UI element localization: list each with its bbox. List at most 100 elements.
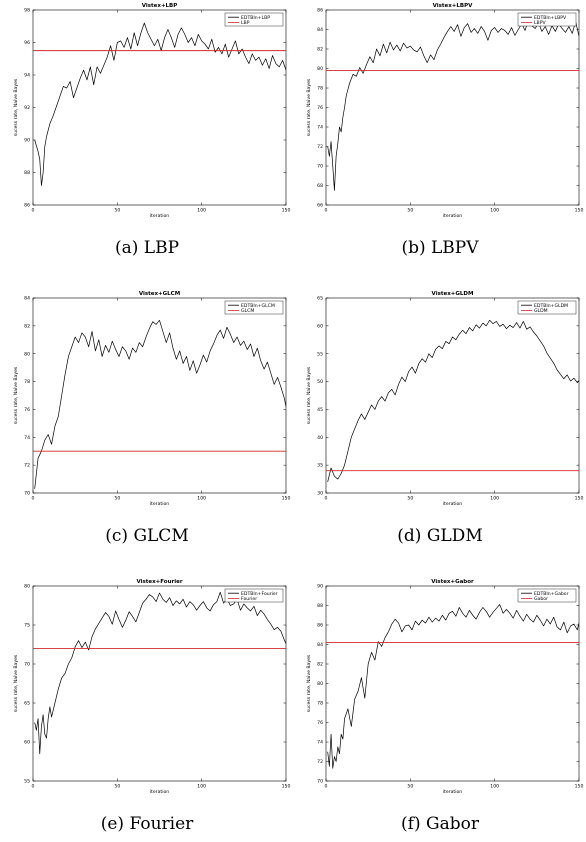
y-tick-label: 74 (317, 125, 323, 131)
series-group (326, 319, 579, 482)
plot-frame (32, 297, 287, 494)
y-tick-label: 30 (317, 491, 323, 497)
x-tick-label: 50 (407, 496, 413, 502)
chart-title: Vistex+LBPV (433, 3, 474, 9)
caption-gabor: (f) Gabor (401, 814, 479, 834)
plot-frame (325, 297, 580, 494)
chart-glcm: Vistex+GLCM 70 72 74 76 78 80 82 84 0 50 100 150 iter… (13, 291, 291, 507)
plot-frame (325, 9, 580, 206)
x-tick-label: 50 (114, 784, 120, 790)
x-tick-label: 150 (575, 496, 584, 502)
x-tick-label: 50 (407, 208, 413, 214)
chart-lbp: Vistex+LBP 86 88 90 92 94 96 98 0 50 100 150 iterati… (13, 3, 290, 219)
caption-gldm: (d) GLDM (397, 526, 483, 546)
y-tick-label: 82 (24, 323, 30, 329)
y-axis-label: sucess rate, Naive Bayes (13, 366, 19, 424)
y-tick-label: 72 (317, 759, 323, 765)
y-axis-label: sucess rate, Naive Bayes (306, 78, 312, 136)
chart-gabor: Vistex+Gabor 70 72 74 76 78 80 82 84 86 88 90 0 50 100… (306, 579, 583, 795)
y-tick-label: 45 (317, 407, 323, 413)
y-tick-label: 55 (24, 779, 30, 785)
x-tick-label: 100 (197, 784, 206, 790)
y-tick-label: 80 (24, 584, 30, 590)
y-tick-label: 68 (317, 183, 323, 189)
y-tick-label: 60 (317, 323, 323, 329)
y-tick-label: 86 (24, 203, 30, 209)
legend-label: Fourier (241, 596, 257, 602)
caption-glcm: (c) GLCM (105, 526, 189, 546)
x-axis-label: iteration (150, 501, 169, 507)
y-tick-label: 84 (24, 296, 30, 302)
y-tick-label: 90 (317, 584, 323, 590)
x-axis-label: iteration (443, 789, 462, 795)
x-tick-label: 0 (32, 496, 35, 502)
y-tick-label: 70 (24, 662, 30, 668)
legend-label: EDTBIn+GLDM (534, 303, 568, 309)
x-tick-label: 50 (114, 496, 120, 502)
x-tick-label: 50 (407, 784, 413, 790)
y-tick-label: 92 (24, 105, 30, 111)
y-tick-label: 88 (317, 603, 323, 609)
y-tick-label: 86 (317, 623, 323, 629)
plot-frame (32, 585, 287, 782)
legend-label: GLCM (241, 308, 254, 314)
y-tick-label: 76 (317, 105, 323, 111)
y-tick-label: 65 (24, 701, 30, 707)
legend-label: EDTBIn+GLCM (241, 303, 275, 309)
series-group (33, 591, 286, 755)
y-axis-label: sucess rate, Naive Bayes (306, 654, 312, 712)
y-tick-label: 74 (24, 435, 30, 441)
y-tick-label: 78 (317, 86, 323, 92)
y-tick-label: 80 (24, 351, 30, 357)
plot-frame (325, 585, 580, 782)
y-tick-label: 84 (317, 642, 323, 648)
y-tick-label: 65 (317, 296, 323, 302)
chart-fourier: Vistex+Fourier 55 60 65 70 75 80 0 50 100 150 itera… (13, 579, 290, 795)
y-tick-label: 60 (24, 740, 30, 746)
y-tick-label: 98 (24, 8, 30, 14)
y-tick-label: 35 (317, 463, 323, 469)
legend-label: LBP (241, 20, 250, 26)
y-tick-label: 76 (317, 720, 323, 726)
x-tick-label: 100 (490, 496, 499, 502)
y-tick-label: 74 (317, 740, 323, 746)
y-axis-label: sucess rate, Naive Bayes (13, 78, 19, 136)
y-tick-label: 55 (317, 351, 323, 357)
y-axis-label: sucess rate, Naive Bayes (13, 654, 19, 712)
y-tick-label: 82 (317, 47, 323, 53)
x-tick-label: 100 (490, 208, 499, 214)
y-tick-label: 94 (24, 73, 30, 79)
y-tick-label: 90 (24, 138, 30, 144)
series-group (33, 22, 286, 186)
x-tick-label: 0 (325, 784, 328, 790)
y-tick-label: 70 (24, 491, 30, 497)
legend-box (224, 12, 284, 27)
caption-lbp: (a) LBP (114, 238, 180, 258)
legend-label: EDTBIn+LBP (241, 15, 270, 21)
caption-lbpv: (b) LBPV (401, 238, 479, 258)
series-group (326, 604, 579, 769)
legend-box (517, 300, 577, 315)
x-tick-label: 100 (197, 496, 206, 502)
y-tick-label: 78 (317, 701, 323, 707)
x-tick-label: 150 (282, 496, 291, 502)
legend-box (517, 12, 577, 27)
series-line-method (327, 604, 579, 769)
x-tick-label: 100 (197, 208, 206, 214)
chart-title: Vistex+LBP (142, 3, 178, 9)
y-tick-label: 80 (317, 66, 323, 72)
x-tick-label: 50 (114, 208, 120, 214)
y-tick-label: 72 (317, 144, 323, 150)
series-line-method (327, 19, 579, 191)
x-tick-label: 0 (32, 208, 35, 214)
legend-label: EDTBIn+LBPV (534, 15, 567, 21)
series-line-method (34, 319, 286, 489)
series-group (33, 319, 286, 489)
caption-fourier: (e) Fourier (100, 814, 194, 834)
